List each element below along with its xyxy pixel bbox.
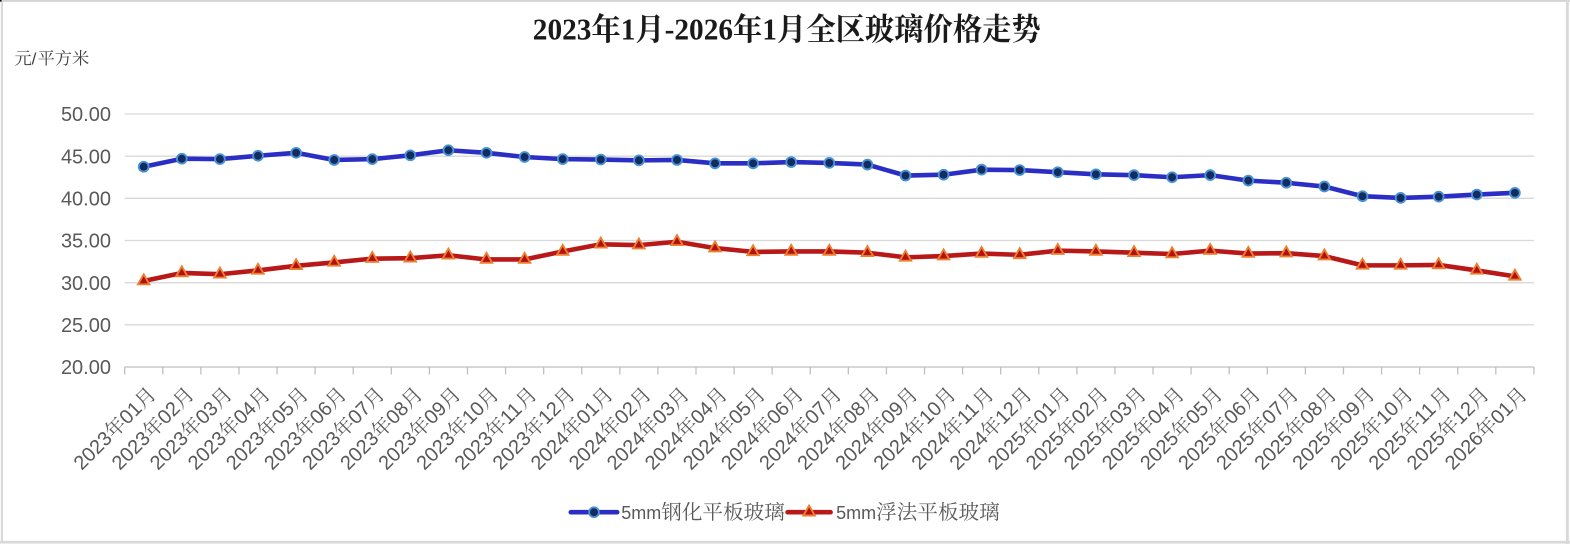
svg-text:1: 1 — [762, 11, 777, 46]
svg-text:2026: 2026 — [674, 11, 733, 46]
svg-text:2023: 2023 — [533, 11, 592, 46]
svg-text:20.00: 20.00 — [61, 357, 111, 379]
svg-text:1: 1 — [621, 11, 636, 46]
svg-text:5mm: 5mm — [621, 503, 661, 523]
svg-text:5mm: 5mm — [836, 503, 876, 523]
svg-text:-: - — [665, 11, 675, 46]
svg-text:50.00: 50.00 — [61, 104, 111, 126]
svg-text:25.00: 25.00 — [61, 315, 111, 337]
svg-text:45.00: 45.00 — [61, 146, 111, 168]
svg-text:30.00: 30.00 — [61, 273, 111, 295]
svg-text:40.00: 40.00 — [61, 189, 111, 211]
svg-text:35.00: 35.00 — [61, 231, 111, 253]
svg-text:/: / — [32, 49, 37, 68]
